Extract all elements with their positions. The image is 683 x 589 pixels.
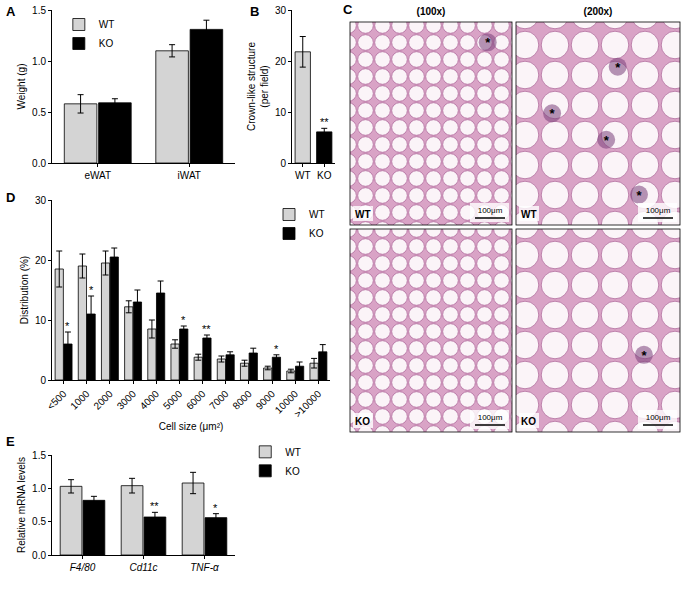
svg-text:1.5: 1.5 [32,5,46,16]
svg-text:(100x): (100x) [417,6,446,17]
svg-text:*: * [181,314,186,326]
svg-text:KO: KO [99,38,114,49]
svg-text:2000: 2000 [91,388,115,412]
svg-text:E: E [6,434,15,449]
svg-text:9000: 9000 [254,388,278,412]
svg-text:WT: WT [309,209,325,220]
svg-text:B: B [250,4,259,19]
svg-text:0: 0 [40,375,46,386]
svg-text:100μm: 100μm [646,413,671,422]
svg-text:>10000: >10000 [292,388,324,420]
svg-text:Cd11c: Cd11c [129,562,157,573]
svg-text:Distribution (%): Distribution (%) [19,256,30,324]
svg-text:10: 10 [35,315,47,326]
svg-text:KO: KO [317,170,332,181]
svg-text:6000: 6000 [184,388,208,412]
svg-text:20: 20 [275,56,287,67]
svg-text:3000: 3000 [115,388,139,412]
svg-text:Cell size (μm²): Cell size (μm²) [159,421,224,432]
svg-text:*: * [274,343,279,355]
svg-text:A: A [6,4,16,19]
svg-text:10: 10 [275,107,287,118]
svg-text:8000: 8000 [230,388,254,412]
svg-text:*: * [615,60,621,75]
svg-text:*: * [636,188,642,203]
svg-text:eWAT: eWAT [84,170,111,181]
svg-text:5000: 5000 [161,388,185,412]
svg-text:100μm: 100μm [478,206,503,215]
svg-text:Crown-like structure(per field: Crown-like structure(per field) [246,42,270,131]
svg-text:TNF-α: TNF-α [190,562,219,573]
svg-text:1.0: 1.0 [32,483,46,494]
svg-text:4000: 4000 [138,388,162,412]
svg-text:**: ** [202,323,211,335]
svg-text:(200x): (200x) [584,6,613,17]
svg-text:*: * [89,284,94,296]
svg-text:0.0: 0.0 [32,158,46,169]
svg-text:**: ** [150,500,159,512]
svg-text:Relative mRNA levels: Relative mRNA levels [16,457,27,553]
svg-text:0: 0 [280,158,286,169]
svg-text:100μm: 100μm [478,413,503,422]
svg-text:*: * [641,348,647,363]
svg-text:KO: KO [309,228,324,239]
svg-text:100μm: 100μm [646,206,671,215]
svg-text:0.5: 0.5 [32,107,46,118]
svg-text:7000: 7000 [207,388,231,412]
svg-text:C: C [343,2,353,17]
svg-text:*: * [550,106,556,121]
svg-text:F4/80: F4/80 [70,562,96,573]
svg-text:<500: <500 [45,388,69,412]
svg-text:10000: 10000 [273,388,301,416]
svg-text:WT: WT [355,209,371,220]
svg-text:WT: WT [521,209,537,220]
svg-text:1000: 1000 [68,388,92,412]
svg-text:WT: WT [295,170,311,181]
svg-text:WT: WT [285,447,301,458]
svg-text:D: D [6,190,15,205]
svg-text:KO: KO [285,466,300,477]
svg-text:1.5: 1.5 [32,450,46,461]
svg-text:iWAT: iWAT [178,170,201,181]
svg-text:20: 20 [35,255,47,266]
svg-text:*: * [485,35,491,50]
svg-text:30: 30 [275,5,287,16]
svg-text:KO: KO [521,416,536,427]
svg-text:0.5: 0.5 [32,516,46,527]
svg-text:KO: KO [355,416,370,427]
svg-text:*: * [65,320,70,332]
svg-text:*: * [604,133,610,148]
svg-text:30: 30 [35,195,47,206]
svg-text:**: ** [320,116,329,128]
svg-text:0.0: 0.0 [32,550,46,561]
svg-text:*: * [213,502,218,514]
svg-text:WT: WT [99,19,115,30]
svg-text:1.0: 1.0 [32,56,46,67]
svg-text:Weight (g): Weight (g) [16,64,27,110]
